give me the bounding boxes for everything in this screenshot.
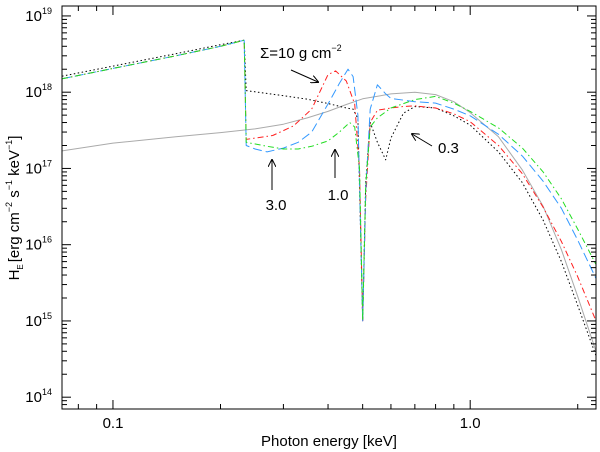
svg-text:3.0: 3.0 (266, 197, 287, 214)
series-line-4 (62, 39, 596, 322)
y-tick-label: 1014 (25, 387, 52, 406)
y-axis-label: HE[erg cm−2 s−1 keV−1] (4, 136, 25, 281)
annotation-sigma-arrow (290, 69, 318, 82)
y-tick-label: 1015 (25, 311, 52, 330)
annotation-0-3: 0.3 (412, 134, 459, 157)
series-layer (62, 39, 596, 356)
series-line-1 (62, 39, 596, 356)
svg-text:0.3: 0.3 (438, 140, 459, 157)
series-line-0 (62, 91, 596, 352)
y-tick-label: 1016 (25, 235, 52, 254)
annotation-sigma: Σ=10 g cm−2 (260, 43, 342, 82)
plot-frame (61, 5, 597, 410)
annotation-1-0: 1.0 (328, 150, 349, 204)
axis-ticks (62, 6, 596, 410)
annotation-3-0: 3.0 (266, 160, 287, 214)
x-tick-label: 1.0 (460, 415, 481, 432)
annotation-0-3-arrow (412, 134, 433, 147)
y-tick-label: 1017 (25, 158, 52, 177)
y-tick-label: 1019 (25, 6, 52, 25)
series-line-2 (62, 39, 596, 322)
series-line-3 (62, 39, 596, 322)
x-axis-label: Photon energy [keV] (261, 433, 397, 450)
tick-labels: 0.1 1.0 1014 1015 1016 1017 1018 1019 (25, 6, 480, 432)
y-tick-label: 1018 (25, 82, 52, 101)
svg-text:HE[erg cm−2 s−1 keV−1]: HE[erg cm−2 s−1 keV−1] (4, 136, 25, 281)
svg-text:Σ=10 g cm−2: Σ=10 g cm−2 (260, 43, 342, 62)
svg-text:1.0: 1.0 (328, 187, 349, 204)
x-tick-label: 0.1 (103, 415, 124, 432)
